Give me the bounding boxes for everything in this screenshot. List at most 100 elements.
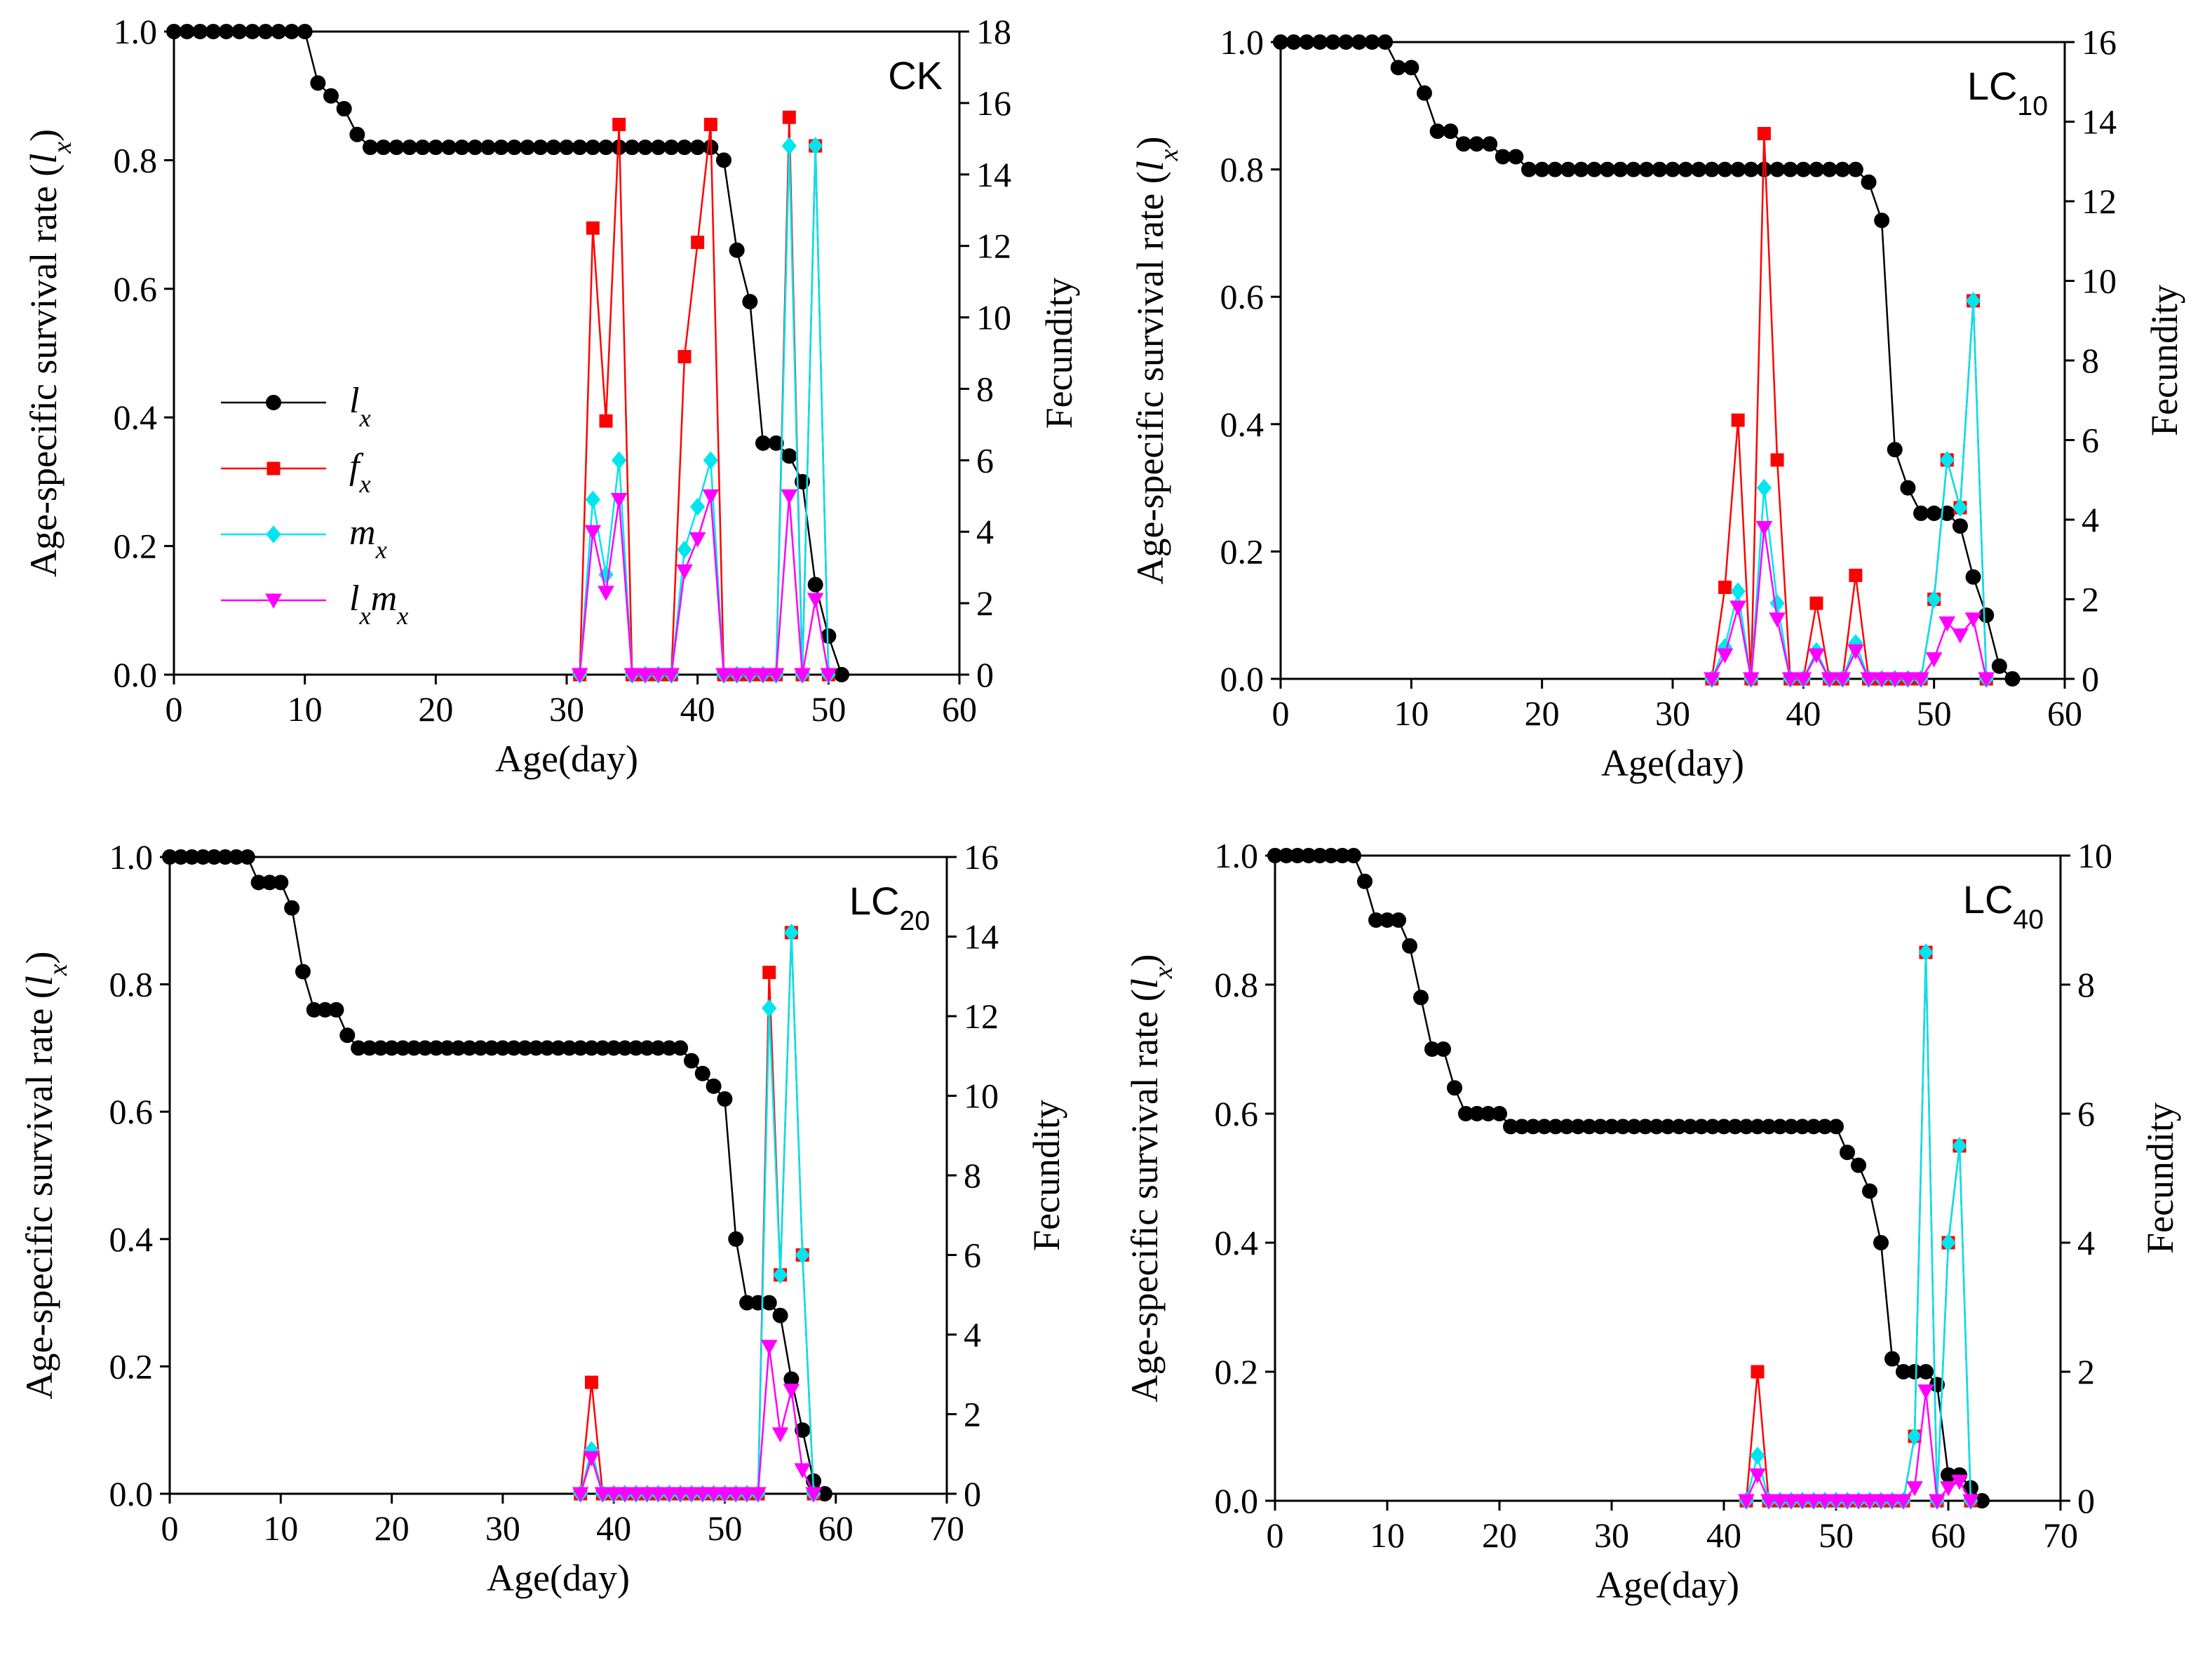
data-point-fx	[691, 236, 705, 250]
data-point-mx	[762, 999, 777, 1018]
y2-tick-label: 10	[976, 298, 1011, 337]
legend-marker	[266, 395, 281, 410]
data-point-lx	[689, 140, 706, 156]
plot-frame	[168, 856, 948, 1495]
series-lx	[1273, 34, 2021, 687]
data-point-lxmx	[1729, 600, 1747, 616]
data-point-lxmx	[1821, 672, 1838, 688]
data-point-lxmx	[1952, 628, 1969, 644]
y2-axis-title: Fecundity	[1038, 278, 1080, 429]
data-point-lx	[1364, 34, 1380, 50]
data-point-lx	[245, 24, 260, 39]
data-point-lx	[323, 88, 339, 104]
y2-axis-title: Fecundity	[2143, 285, 2185, 436]
y-tick-label: 0.4	[1220, 405, 1265, 444]
x-tick-label: 10	[1394, 694, 1429, 733]
data-point-lx	[1429, 123, 1445, 140]
data-point-lx	[1978, 607, 1995, 623]
y2-tick-label: 16	[964, 837, 999, 877]
y-tick-label: 0.0	[1220, 659, 1265, 698]
y-tick-label: 1.0	[109, 837, 154, 877]
y2-tick-label: 6	[964, 1236, 981, 1275]
data-point-lx	[1612, 161, 1628, 177]
data-point-lxmx	[727, 1487, 745, 1503]
x-axis-title: Age(day)	[1601, 742, 1744, 784]
data-point-lx	[834, 667, 849, 682]
y-axis-title: Age-specific survival rate (lx)	[1129, 136, 1184, 584]
data-point-lxmx	[1978, 672, 1995, 688]
data-point-lxmx	[649, 668, 667, 684]
x-tick-label: 60	[2047, 694, 2082, 733]
y2-tick-label: 18	[976, 12, 1011, 51]
data-point-lxmx	[1794, 1494, 1811, 1510]
x-tick-label: 20	[1525, 694, 1560, 733]
y2-tick-label: 2	[2082, 580, 2099, 619]
data-point-lx	[1704, 161, 1720, 177]
data-point-fx	[612, 117, 626, 131]
data-point-lx	[1638, 161, 1654, 177]
y-axis-title: Age-specific survival rate (lx)	[22, 129, 77, 577]
data-point-lx	[717, 1091, 733, 1107]
series-lxmx	[1704, 520, 1995, 688]
series-line-lxmx	[1711, 527, 1988, 680]
data-point-lx	[728, 1231, 744, 1247]
data-point-fx	[677, 350, 692, 364]
data-point-lx	[1913, 505, 1929, 521]
y2-tick-label: 10	[2082, 262, 2117, 301]
data-point-lxmx	[1816, 1494, 1833, 1510]
x-tick-label: 30	[549, 689, 584, 729]
x-tick-label: 50	[1917, 694, 1952, 733]
data-point-lxmx	[1860, 672, 1877, 688]
data-point-lx	[349, 126, 365, 142]
data-point-lx	[761, 1295, 777, 1311]
y2-tick-label: 2	[976, 583, 994, 623]
data-point-lxmx	[1861, 1494, 1878, 1510]
y2-tick-label: 12	[2082, 182, 2117, 221]
y-tick-label: 0.0	[1215, 1481, 1259, 1520]
data-point-lx	[402, 140, 417, 156]
data-point-lxmx	[1917, 1384, 1934, 1400]
data-point-lx	[1840, 1145, 1855, 1161]
series-line-fx	[1745, 952, 1972, 1502]
data-point-lx	[598, 140, 614, 156]
data-point-lx	[585, 140, 601, 156]
data-point-lxmx	[1781, 672, 1799, 688]
panel-label: LC40	[1963, 877, 2044, 935]
data-point-lxmx	[794, 1463, 811, 1478]
data-point-lxmx	[584, 525, 602, 541]
x-tick-label: 20	[375, 1508, 410, 1548]
data-point-lxmx	[649, 1487, 667, 1503]
data-point-lx	[1665, 161, 1680, 177]
data-point-lx	[1403, 60, 1419, 76]
data-point-lx	[716, 152, 731, 168]
data-point-lx	[1286, 34, 1302, 50]
series-lxmx	[571, 489, 837, 684]
y-tick-label: 0.2	[109, 1346, 154, 1386]
data-point-lx	[428, 140, 444, 156]
series-line-mx	[1745, 952, 1972, 1502]
y2-tick-label: 14	[2082, 102, 2117, 142]
x-tick-label: 70	[929, 1508, 964, 1548]
data-point-lxmx	[598, 586, 614, 601]
data-point-mx	[585, 490, 600, 509]
data-point-lx	[1795, 161, 1812, 177]
data-point-mx	[1750, 1446, 1765, 1465]
data-point-lx	[480, 140, 496, 156]
data-point-lxmx	[1839, 1494, 1856, 1510]
y2-tick-label: 0	[964, 1474, 981, 1513]
x-tick-label: 0	[1272, 694, 1290, 733]
data-point-lx	[1443, 123, 1459, 140]
data-point-lxmx	[755, 668, 771, 684]
data-point-fx	[1731, 413, 1745, 427]
x-tick-label: 50	[1819, 1516, 1854, 1555]
data-point-lx	[1769, 161, 1786, 177]
y2-tick-label: 10	[2077, 836, 2112, 875]
data-point-lxmx	[694, 1487, 711, 1503]
data-point-lx	[467, 140, 483, 156]
data-point-lxmx	[1755, 520, 1773, 536]
x-tick-label: 70	[2043, 1516, 2078, 1555]
data-point-lx	[257, 24, 274, 39]
data-point-lx	[493, 140, 509, 156]
data-point-lx	[1835, 161, 1851, 177]
y2-tick-label: 0	[976, 655, 994, 694]
